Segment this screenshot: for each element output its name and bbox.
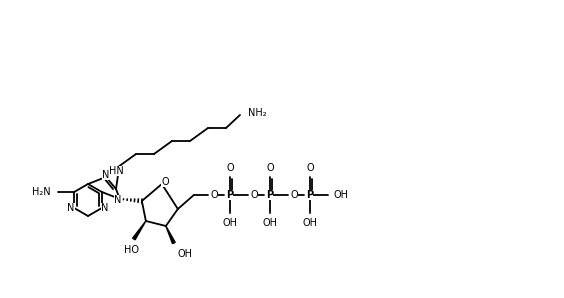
Text: OH: OH [334,190,349,200]
Text: OH: OH [302,218,318,228]
Text: O: O [161,177,169,187]
Text: P: P [226,190,233,200]
Text: N: N [101,203,108,213]
Text: N: N [68,203,75,213]
Text: O: O [266,163,274,173]
Text: O: O [226,163,233,173]
Polygon shape [133,221,146,240]
Text: O: O [291,190,298,200]
Text: HO: HO [124,245,139,255]
Text: OH: OH [178,249,193,259]
Text: NH₂: NH₂ [248,108,267,118]
Text: OH: OH [262,218,277,228]
Text: P: P [266,190,274,200]
Text: H₂N: H₂N [32,187,50,197]
Text: O: O [211,190,218,200]
Text: O: O [251,190,258,200]
Text: N: N [102,170,109,180]
Text: P: P [306,190,314,200]
Polygon shape [166,226,175,244]
Text: O: O [306,163,314,173]
Text: N: N [114,195,122,205]
Text: OH: OH [222,218,237,228]
Text: HN: HN [109,166,124,176]
